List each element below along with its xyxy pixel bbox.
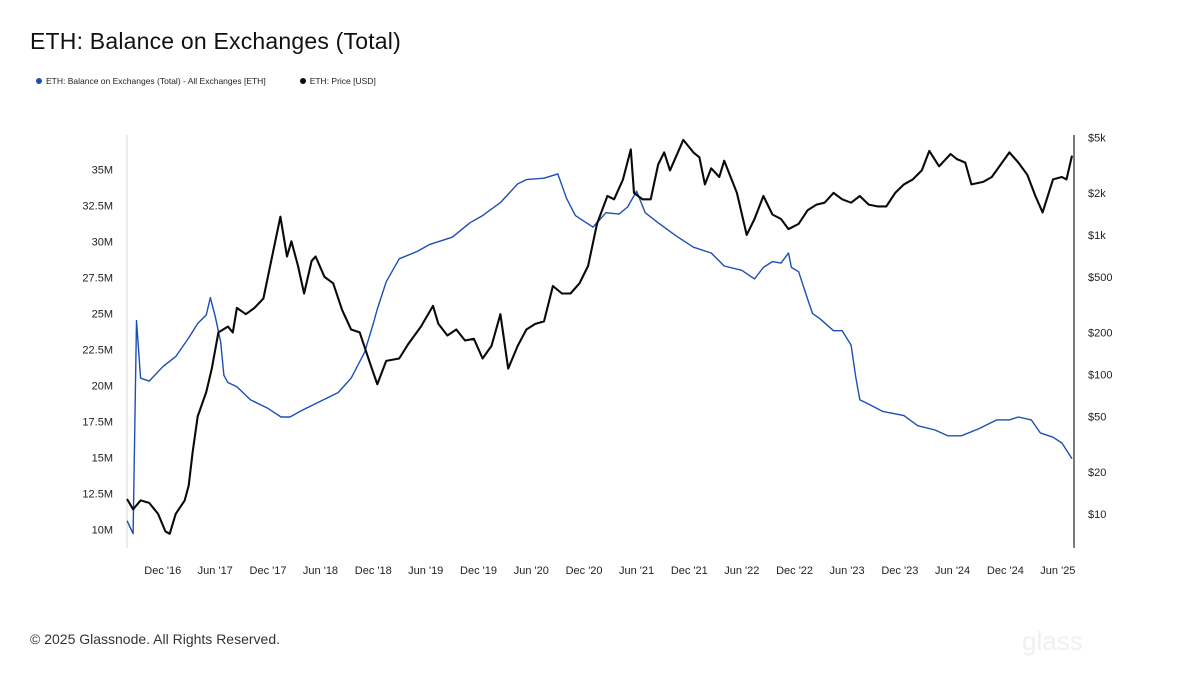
x-tick-label: Dec '19: [460, 565, 497, 577]
x-tick-label: Dec '24: [987, 565, 1024, 577]
x-tick-label: Jun '23: [829, 565, 864, 577]
y-left-tick-label: 32.5M: [82, 201, 113, 213]
y-left-tick-label: 10M: [92, 524, 113, 536]
corner-logo: glass: [1022, 626, 1083, 656]
x-tick-label: Dec '21: [671, 565, 708, 577]
svg-text:glass: glass: [1022, 626, 1083, 656]
y-right-tick-label: $1k: [1088, 230, 1106, 242]
y-axis-left: 10M 12.5M 15M 17.5M 20M 22.5M 25M 27.5M 30M 32.5M…: [82, 135, 128, 548]
x-tick-label: Dec '22: [776, 565, 813, 577]
legend-label-price: ETH: Price [USD]: [309, 76, 376, 86]
y-right-tick-label: $500: [1088, 272, 1112, 284]
y-right-tick-label: $50: [1088, 411, 1106, 423]
y-right-tick-label: $5k: [1088, 132, 1106, 144]
y-left-tick-label: 20M: [92, 380, 113, 392]
y-right-tick-label: $200: [1088, 327, 1112, 339]
series-lines: [126, 138, 1074, 535]
x-tick-label: Dec '20: [566, 565, 603, 577]
y-right-tick-label: $100: [1088, 369, 1112, 381]
x-axis: Dec '16 Jun '17 Dec '17 Jun '18 Dec '18 Jun '…: [144, 565, 1075, 577]
x-tick-label: Jun '18: [303, 565, 338, 577]
x-tick-label: Jun '17: [198, 565, 233, 577]
x-tick-label: Jun '20: [514, 565, 549, 577]
chart-title: ETH: Balance on Exchanges (Total): [30, 28, 401, 54]
x-tick-label: Jun '25: [1040, 565, 1075, 577]
y-left-tick-label: 35M: [92, 165, 113, 177]
y-left-tick-label: 15M: [92, 452, 113, 464]
x-tick-label: Dec '16: [144, 565, 181, 577]
y-left-tick-label: 12.5M: [82, 488, 113, 500]
y-left-tick-label: 22.5M: [82, 344, 113, 356]
y-axis-right: $10 $20 $50 $100 $200 $500 $1k $2k $5k: [1073, 132, 1112, 548]
y-right-tick-label: $10: [1088, 509, 1106, 521]
legend-item-price[interactable]: ETH: Price [USD]: [299, 76, 376, 86]
legend-dot-price: [299, 78, 306, 84]
balance-line[interactable]: [126, 173, 1073, 535]
y-left-tick-label: 25M: [92, 308, 113, 320]
legend-label-balance: ETH: Balance on Exchanges (Total) - All …: [46, 76, 266, 86]
y-right-tick-label: $20: [1088, 467, 1106, 479]
x-tick-label: Dec '17: [250, 565, 287, 577]
y-left-tick-label: 17.5M: [82, 416, 113, 428]
y-left-tick-label: 30M: [92, 236, 113, 248]
price-line[interactable]: [126, 138, 1074, 535]
y-right-tick-label: $2k: [1088, 188, 1106, 200]
x-tick-label: Dec '23: [881, 565, 918, 577]
copyright-footer: © 2025 Glassnode. All Rights Reserved.: [30, 631, 281, 647]
x-tick-label: Dec '18: [355, 565, 392, 577]
legend: ETH: Balance on Exchanges (Total) - All …: [36, 76, 376, 86]
x-tick-label: Jun '21: [619, 565, 654, 577]
y-left-tick-label: 27.5M: [82, 272, 113, 284]
legend-dot-balance: [36, 78, 42, 84]
x-tick-label: Jun '19: [408, 565, 443, 577]
legend-item-balance[interactable]: ETH: Balance on Exchanges (Total) - All …: [36, 76, 266, 86]
x-tick-label: Jun '22: [724, 565, 759, 577]
x-tick-label: Jun '24: [935, 565, 970, 577]
